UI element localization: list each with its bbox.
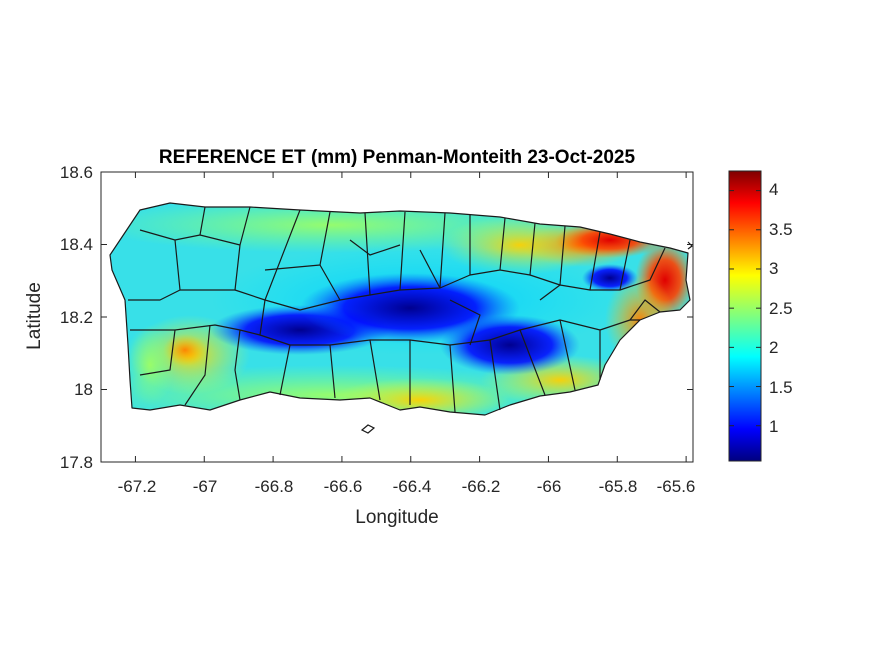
west-green [125,325,175,405]
x-axis-ticks [134,172,687,462]
y-tick-labels: 18.6 18.4 18.2 18 17.8 [60,163,93,472]
colorbar-tick-label: 1.5 [769,378,793,397]
central-blue-east [440,315,580,375]
y-axis-label: Latitude [24,282,45,350]
y-tick-label: 18.6 [60,163,93,182]
x-tick-label: -66.8 [255,477,294,496]
culebrita-island [687,241,693,250]
colorbar-tick-label: 4 [769,180,778,199]
y-tick-label: 18.2 [60,308,93,327]
colorbar-tick-label: 3 [769,259,778,278]
municipality-borders [109,202,691,416]
caja-de-muertos-island [360,424,376,434]
x-tick-label: -67.2 [118,477,157,496]
colorbar-tick-labels: 4 3.5 3 2.5 2 1.5 1 [769,180,793,436]
x-tick-labels: -67.2 -67 -66.8 -66.6 -66.4 -66.2 -66 -6… [118,477,696,496]
colorbar-tick-label: 1 [769,417,778,436]
x-tick-label: -65.8 [599,477,638,496]
colorbar-tick-label: 2.5 [769,299,793,318]
x-tick-label: -66.6 [324,477,363,496]
colorbar-ticks [729,190,761,427]
x-tick-label: -67 [193,477,218,496]
x-tick-label: -66 [537,477,562,496]
chart-title: REFERENCE ET (mm) Penman-Monteith 23-Oct… [159,147,636,168]
x-tick-label: -66.4 [393,477,432,496]
x-axis-label: Longitude [355,507,438,528]
small-islands [360,241,693,434]
x-tick-label: -65.6 [657,477,696,496]
colorbar-tick-label: 3.5 [769,220,793,239]
y-tick-label: 17.8 [60,453,93,472]
colorbar-tick-label: 2 [769,338,778,357]
colorbar: 4 3.5 3 2.5 2 1.5 1 [728,170,793,462]
colorbar-gradient [728,170,762,462]
y-tick-label: 18.4 [60,235,93,254]
y-tick-label: 18 [74,380,93,399]
island-outline [109,202,691,416]
y-axis-ticks [101,171,693,463]
x-tick-label: -66.2 [462,477,501,496]
